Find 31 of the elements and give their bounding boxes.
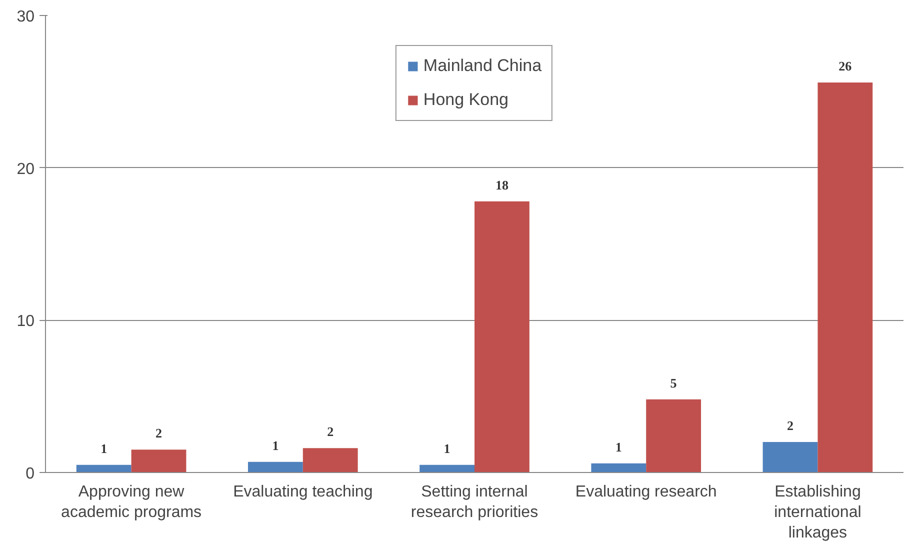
bar	[591, 463, 646, 472]
data-label: 26	[838, 58, 852, 74]
data-label: 2	[786, 418, 794, 434]
bar	[131, 450, 186, 472]
legend-label: Mainland China	[423, 56, 542, 76]
data-label: 1	[444, 440, 450, 456]
bar	[474, 201, 530, 472]
y-tick-label: 0	[26, 466, 35, 482]
bar	[248, 462, 303, 472]
data-label: 1	[615, 439, 622, 454]
data-label: 2	[327, 424, 334, 440]
x-tick-label: Evaluating research	[575, 484, 717, 500]
y-tick-label: 30	[16, 8, 35, 26]
data-label: 1	[100, 440, 108, 456]
data-label: 2	[156, 426, 162, 441]
bar	[420, 464, 474, 472]
data-label: 5	[670, 375, 678, 390]
x-tick-label: Establishing international linkages	[774, 484, 862, 542]
bar	[762, 442, 818, 472]
y-tick-label: 20	[16, 160, 35, 178]
bar	[76, 464, 132, 472]
legend-label: Hong Kong	[423, 90, 509, 110]
x-tick-label: Evaluating teaching	[233, 484, 373, 500]
x-tick-label: Setting internal research priorities	[410, 484, 538, 521]
data-label: 1	[272, 438, 279, 453]
data-label: 18	[495, 177, 509, 192]
bar	[818, 82, 873, 472]
x-tick-label: Approving new academic programs	[61, 484, 202, 521]
bar	[646, 399, 702, 472]
y-tick-label: 10	[16, 313, 35, 330]
bar	[302, 448, 358, 472]
